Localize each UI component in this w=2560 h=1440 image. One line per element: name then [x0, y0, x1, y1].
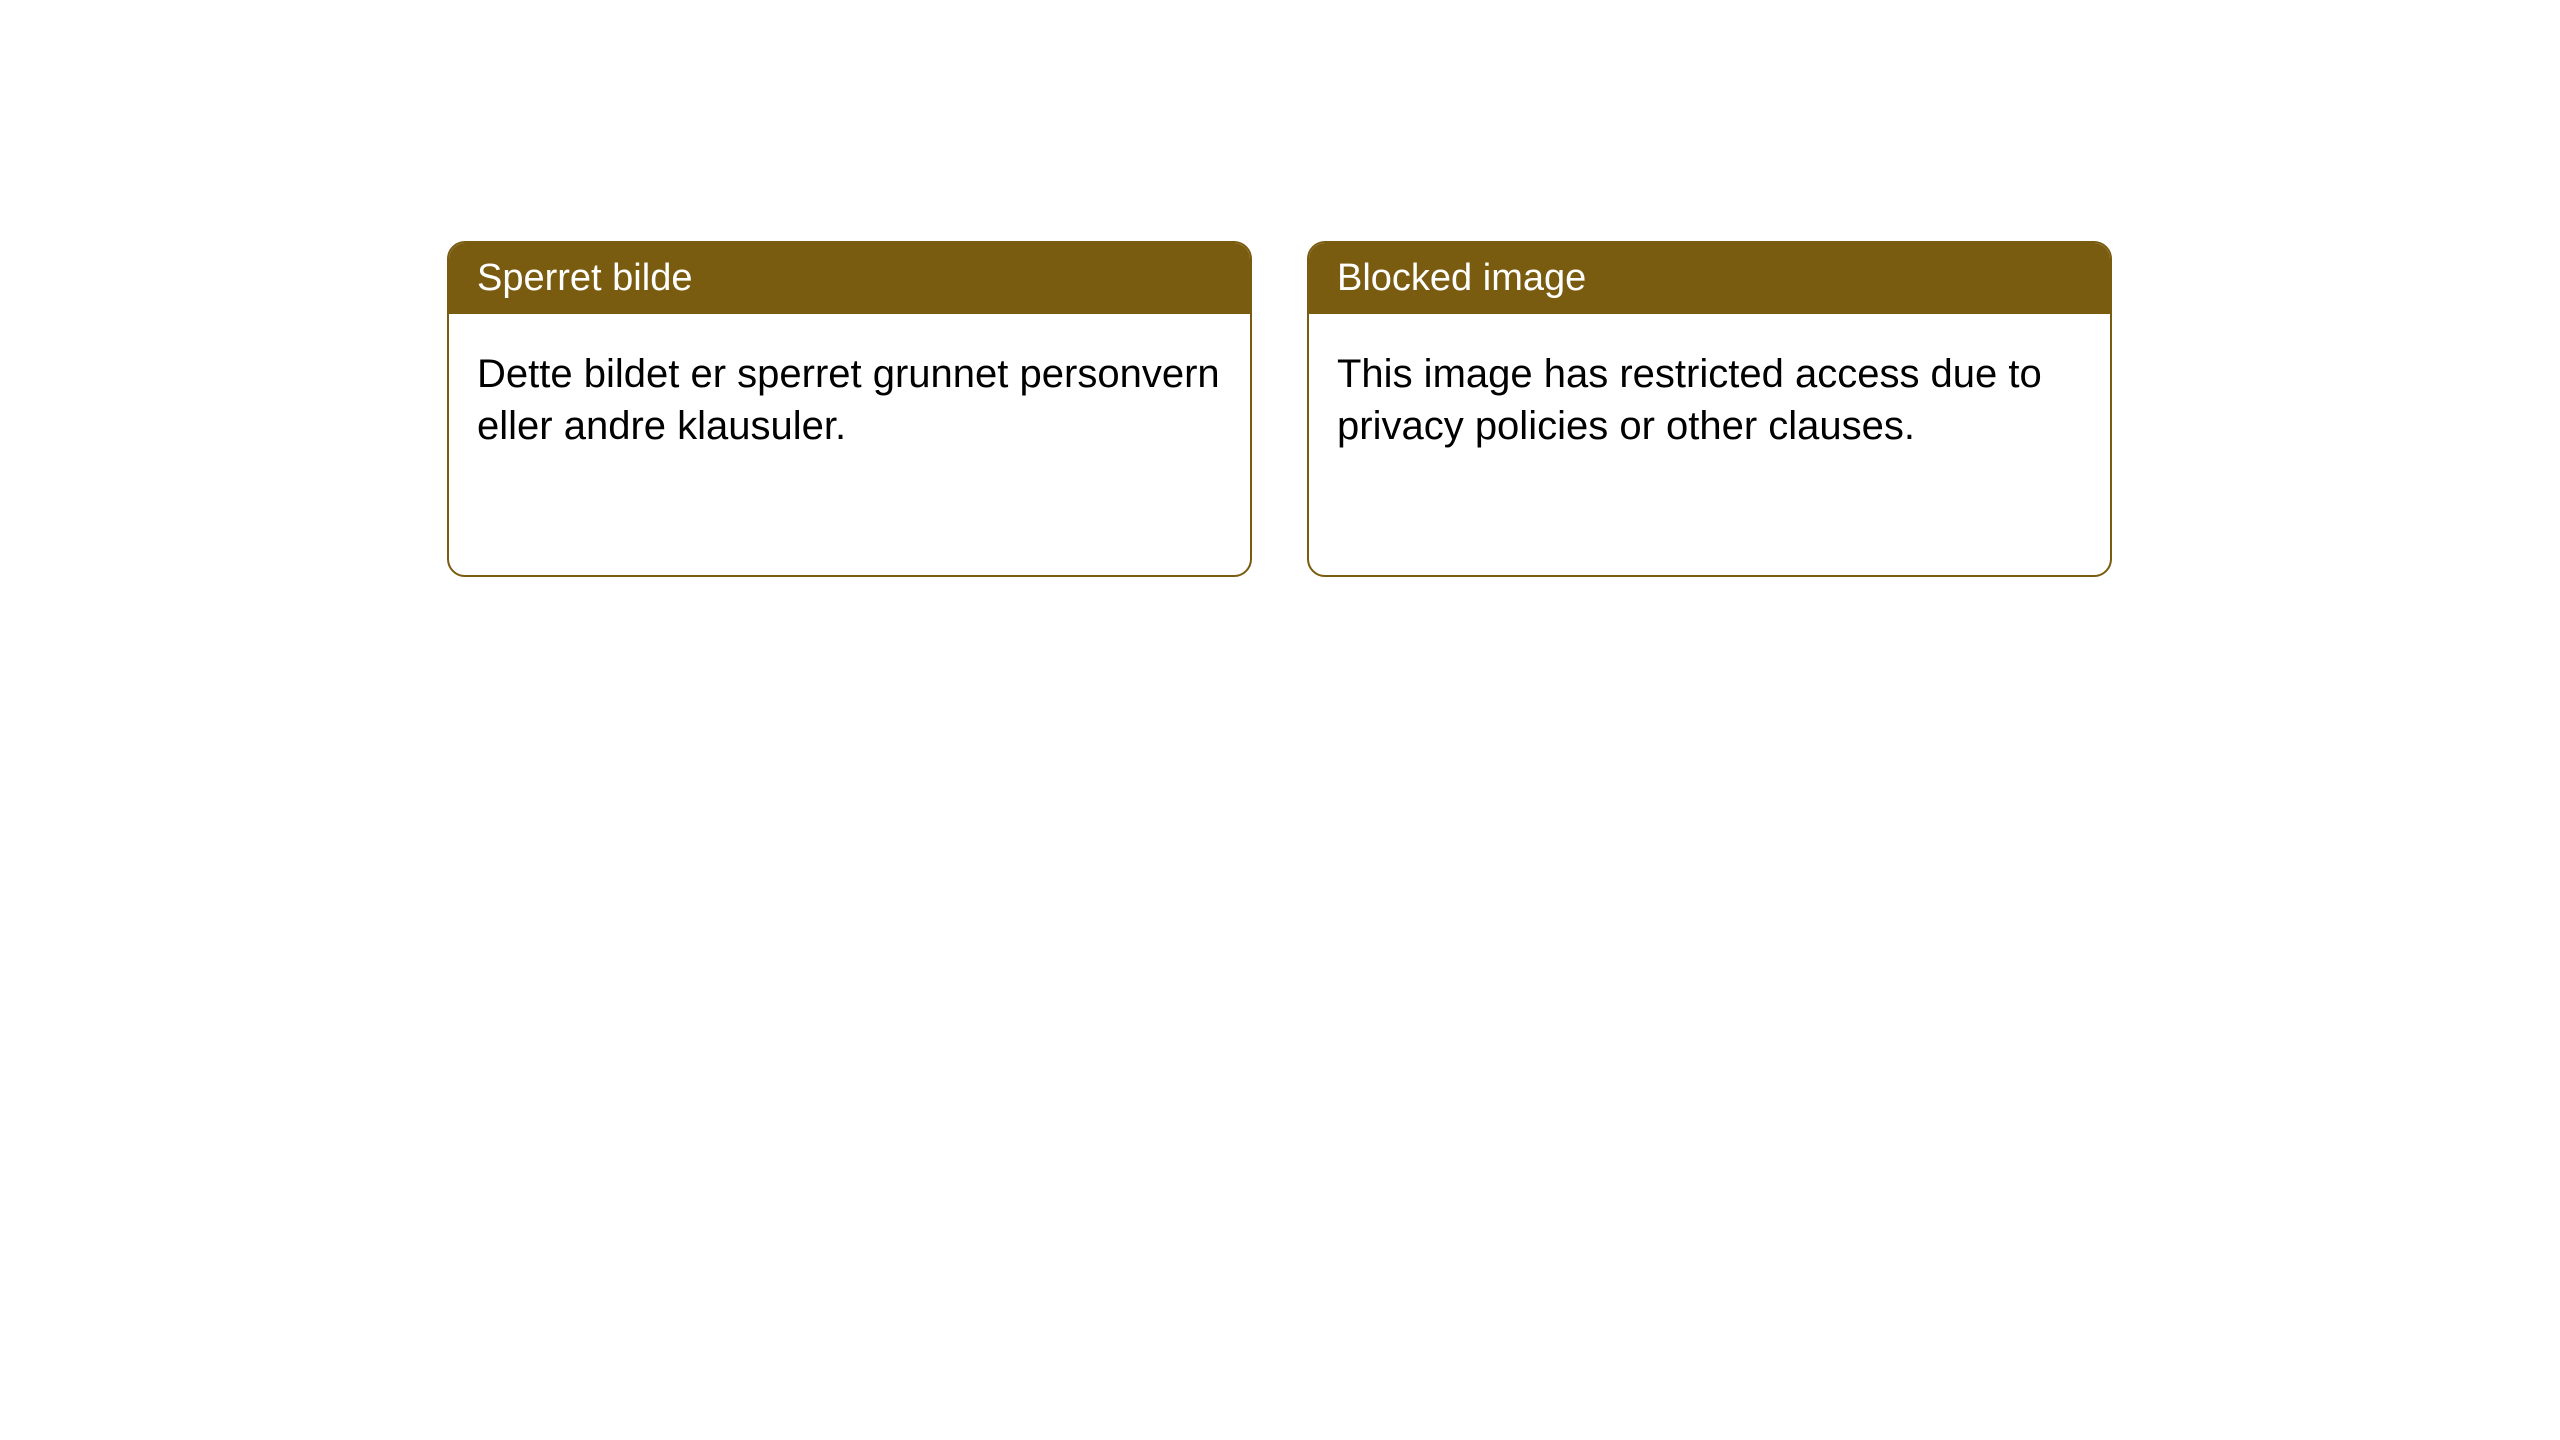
blocked-image-card-en: Blocked image This image has restricted … — [1307, 241, 2112, 577]
card-message-en: This image has restricted access due to … — [1337, 352, 2042, 448]
card-body-en: This image has restricted access due to … — [1309, 314, 2110, 486]
card-message-no: Dette bildet er sperret grunnet personve… — [477, 352, 1220, 448]
card-header-en: Blocked image — [1309, 243, 2110, 314]
card-title-en: Blocked image — [1337, 257, 1586, 299]
card-body-no: Dette bildet er sperret grunnet personve… — [449, 314, 1250, 486]
blocked-image-card-no: Sperret bilde Dette bildet er sperret gr… — [447, 241, 1252, 577]
card-title-no: Sperret bilde — [477, 257, 692, 299]
notice-cards-container: Sperret bilde Dette bildet er sperret gr… — [447, 241, 2112, 577]
card-header-no: Sperret bilde — [449, 243, 1250, 314]
